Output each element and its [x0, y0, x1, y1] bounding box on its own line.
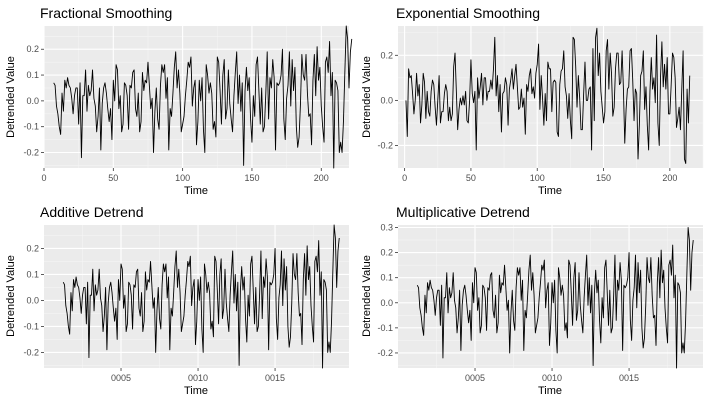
x-axis-label: Time: [538, 385, 562, 397]
y-tick-label: 0.3: [380, 223, 393, 233]
x-tick-label: 0010: [542, 373, 562, 383]
axes: 0005 0010 0015 -0.2 -0.1 0.0 0.1 0.2: [23, 243, 285, 383]
x-tick-label: 100: [175, 173, 190, 183]
y-axis-label: Detrended Value: [361, 255, 373, 337]
y-tick-label: 0.1: [26, 70, 39, 80]
x-axis-label: Time: [184, 185, 208, 197]
x-axis-label: Time: [538, 185, 562, 197]
x-axis-label: Time: [184, 385, 208, 397]
y-tick-label: 0.2: [26, 243, 39, 253]
y-tick-label: 0.0: [380, 298, 393, 308]
y-tick-label: -0.2: [377, 348, 393, 358]
x-tick-label: 0015: [265, 373, 285, 383]
y-tick-label: 0.2: [26, 44, 39, 54]
panel-background: [398, 26, 703, 168]
chart-title: Exponential Smoothing: [396, 5, 540, 21]
x-tick-label: 50: [108, 173, 118, 183]
y-axis-label: Detrended Value: [5, 255, 17, 337]
y-tick-label: 0.0: [380, 95, 393, 105]
x-tick-label: 0015: [619, 373, 639, 383]
chart-fractional-smoothing: Fractional Smoothing Detrended Value Tim…: [5, 5, 353, 197]
x-tick-label: 200: [314, 173, 329, 183]
x-tick-label: 0: [402, 173, 407, 183]
y-tick-label: -0.1: [377, 323, 393, 333]
y-tick-label: -0.2: [23, 347, 39, 357]
y-tick-label: -0.2: [23, 148, 39, 158]
series-line: [405, 27, 691, 164]
plot-area: [398, 26, 704, 168]
y-tick-label: 0.0: [26, 96, 39, 106]
x-tick-label: 0010: [188, 373, 208, 383]
x-tick-label: 150: [596, 173, 611, 183]
y-tick-label: -0.1: [23, 122, 39, 132]
series-line: [416, 227, 694, 369]
y-tick-label: 0.1: [380, 273, 393, 283]
x-tick-label: 0005: [111, 373, 131, 383]
plot-area: [398, 225, 703, 369]
y-tick-label: 0.1: [26, 269, 39, 279]
chart-title: Additive Detrend: [40, 204, 144, 220]
series-line: [62, 224, 340, 369]
y-axis-label: Detrended Value: [361, 56, 373, 138]
plot-area: [43, 25, 353, 169]
axes: 0 50 100 150 200 -0.2 -0.1 0.0 0.1 0.2: [23, 44, 328, 183]
chart-title: Multiplicative Detrend: [396, 204, 530, 220]
chart-additive-detrend: Additive Detrend Detrended Value Time 00…: [5, 204, 349, 397]
axes: 0005 0010 0015 -0.2 -0.1 0.0 0.1 0.2 0.3: [377, 223, 639, 383]
y-tick-label: -0.2: [377, 140, 393, 150]
x-tick-label: 150: [244, 173, 259, 183]
y-tick-label: -0.1: [23, 321, 39, 331]
x-tick-label: 0: [41, 173, 46, 183]
chart-exponential-smoothing: Exponential Smoothing Detrended Value Ti…: [361, 5, 704, 197]
x-tick-label: 0005: [465, 373, 485, 383]
x-tick-label: 100: [530, 173, 545, 183]
y-axis-label: Detrended Value: [5, 56, 17, 138]
chart-multiplicative-detrend: Multiplicative Detrend Detrended Value T…: [361, 204, 703, 397]
y-tick-label: 0.2: [380, 248, 393, 258]
plot-area: [44, 224, 349, 369]
panel-background: [44, 26, 349, 168]
chart-title: Fractional Smoothing: [40, 5, 172, 21]
x-tick-label: 50: [466, 173, 476, 183]
x-tick-label: 200: [662, 173, 677, 183]
y-tick-label: 0.0: [26, 295, 39, 305]
axes: 0 50 100 150 200 -0.2 0.0 0.2: [377, 50, 677, 183]
y-tick-label: 0.2: [380, 50, 393, 60]
series-line: [53, 25, 353, 169]
